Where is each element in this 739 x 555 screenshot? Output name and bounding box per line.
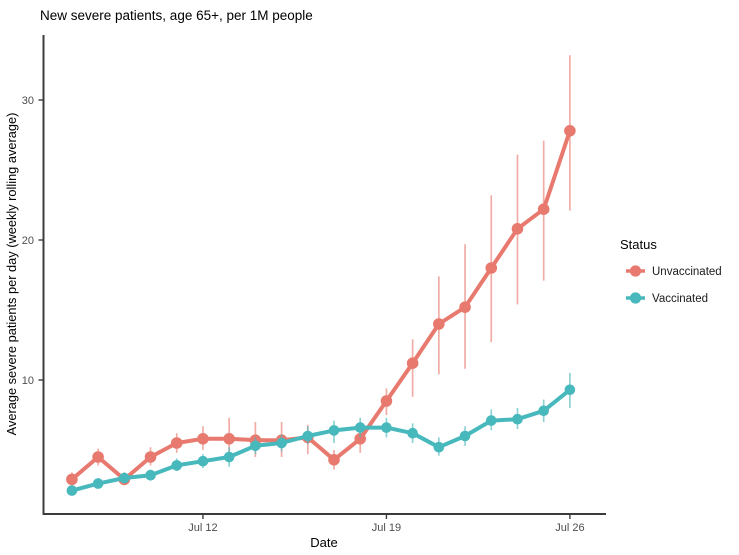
data-point — [92, 478, 104, 489]
data-point — [328, 454, 340, 466]
x-tick-label: Jul 12 — [188, 522, 217, 534]
data-point — [537, 203, 550, 215]
legend-key-point-unvaccinated — [629, 265, 642, 277]
data-point — [485, 262, 498, 274]
data-point — [328, 425, 340, 436]
data-point — [485, 415, 497, 426]
data-point — [407, 427, 418, 439]
data-point — [406, 357, 419, 370]
legend: Status Unvaccinated Vaccinated — [620, 237, 722, 305]
legend-label-vaccinated: Vaccinated — [652, 293, 708, 305]
data-point — [459, 301, 471, 314]
data-point — [459, 430, 471, 442]
data-point — [433, 318, 445, 330]
series-layer — [66, 55, 576, 496]
y-tick-label: 10 — [22, 375, 34, 387]
legend-key-point-vaccinated — [629, 292, 642, 304]
data-point — [433, 441, 445, 453]
data-point — [66, 485, 78, 496]
data-point — [564, 125, 576, 137]
x-axis-title: Date — [310, 535, 337, 550]
legend-item-vaccinated: Vaccinated — [626, 292, 708, 305]
data-point — [223, 433, 235, 445]
data-point — [354, 433, 367, 445]
y-axis-title: Average severe patients per day (weekly … — [4, 113, 19, 436]
data-point — [119, 472, 130, 484]
data-point — [538, 405, 549, 417]
data-point — [250, 440, 261, 452]
data-point — [144, 451, 157, 463]
data-point — [170, 437, 183, 449]
data-point — [145, 469, 156, 481]
data-point — [171, 460, 183, 471]
y-tick-label: 20 — [22, 235, 34, 247]
x-tick-label: Jul 26 — [555, 522, 584, 534]
series-vaccinated — [66, 373, 576, 496]
data-point — [197, 455, 209, 467]
data-point — [276, 437, 287, 449]
data-point — [92, 451, 104, 463]
series-unvaccinated — [66, 55, 576, 486]
legend-item-unvaccinated: Unvaccinated — [626, 265, 722, 278]
series-line — [69, 128, 572, 482]
data-point — [381, 422, 392, 433]
axis-ticks: 10 20 30 Jul 12 Jul 19 Jul 26 — [22, 95, 585, 534]
data-point — [380, 395, 393, 407]
y-tick-label: 30 — [22, 95, 34, 107]
data-point — [66, 473, 78, 486]
chart-title: New severe patients, age 65+, per 1M peo… — [40, 8, 313, 23]
data-point — [512, 413, 523, 425]
data-point — [197, 433, 209, 445]
data-point — [564, 384, 576, 396]
data-point — [223, 451, 235, 463]
legend-title: Status — [620, 237, 657, 252]
data-point — [302, 430, 314, 442]
data-point — [354, 422, 366, 433]
legend-label-unvaccinated: Unvaccinated — [652, 266, 722, 278]
data-point — [511, 223, 524, 235]
x-tick-label: Jul 19 — [372, 522, 401, 534]
